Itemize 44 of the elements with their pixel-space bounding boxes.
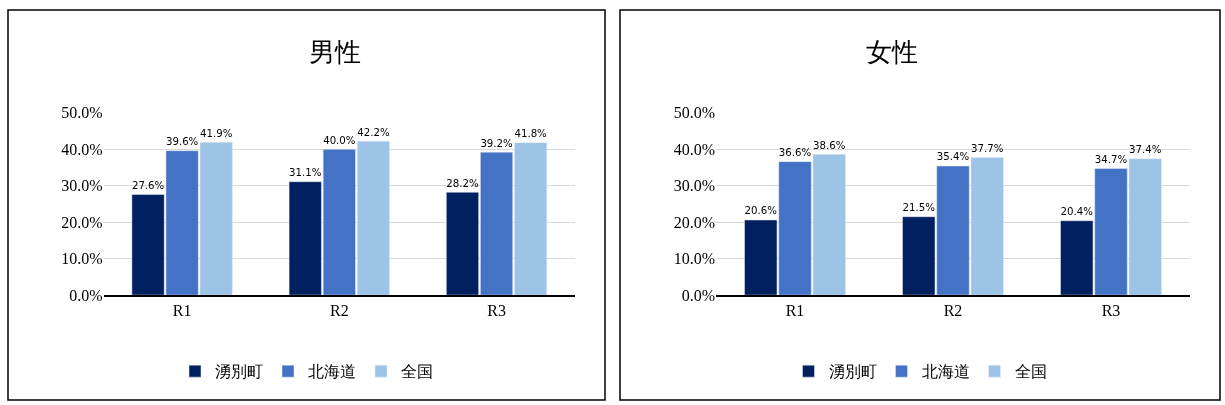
y-tick-label: 50.0% bbox=[673, 104, 715, 122]
legend-label: 湧別町 bbox=[215, 362, 263, 382]
data-label: 28.2% bbox=[446, 177, 479, 189]
legend-label: 全国 bbox=[1014, 362, 1047, 382]
x-tick-label: R2 bbox=[330, 302, 349, 320]
chart-title: 女性 bbox=[866, 37, 918, 67]
data-label: 38.6% bbox=[813, 139, 846, 151]
data-label: 21.5% bbox=[902, 202, 936, 214]
y-tick-label: 50.0% bbox=[61, 104, 103, 122]
y-tick-label: 20.0% bbox=[61, 213, 103, 231]
data-label: 31.1% bbox=[289, 167, 322, 179]
y-tick-label: 40.0% bbox=[673, 140, 715, 158]
legend-label: 全国 bbox=[401, 362, 433, 382]
x-tick-label: R2 bbox=[943, 302, 963, 320]
y-tick-label: 40.0% bbox=[61, 140, 103, 158]
data-label: 20.6% bbox=[744, 205, 778, 217]
legend-label: 北海道 bbox=[921, 362, 970, 382]
y-tick-label: 20.0% bbox=[673, 213, 715, 231]
chart-title: 男性 bbox=[309, 37, 361, 67]
data-label: 27.6% bbox=[131, 179, 165, 191]
x-tick-label: R3 bbox=[487, 302, 506, 320]
y-tick-label: 30.0% bbox=[673, 177, 715, 195]
x-tick-label: R1 bbox=[172, 302, 192, 320]
data-label: 35.4% bbox=[936, 151, 970, 163]
y-tick-label: 30.0% bbox=[61, 177, 103, 195]
data-label: 39.2% bbox=[480, 137, 514, 149]
x-tick-label: R1 bbox=[785, 302, 805, 320]
data-label: 39.6% bbox=[165, 136, 199, 148]
data-label: 20.4% bbox=[1060, 206, 1094, 218]
y-tick-label: 10.0% bbox=[673, 250, 715, 268]
data-label: 37.7% bbox=[971, 143, 1004, 155]
data-label: 42.2% bbox=[357, 126, 390, 138]
legend-label: 北海道 bbox=[308, 362, 356, 382]
data-label: 34.7% bbox=[1094, 154, 1128, 165]
legend-label: 湧別町 bbox=[828, 362, 877, 382]
x-tick-label: R3 bbox=[1101, 302, 1121, 320]
data-label: 41.8% bbox=[514, 128, 548, 140]
data-label: 36.6% bbox=[778, 147, 812, 159]
data-label: 40.0% bbox=[323, 134, 356, 146]
y-tick-label: 10.0% bbox=[61, 250, 103, 268]
y-tick-label: 0.0% bbox=[69, 286, 103, 304]
data-label: 37.4% bbox=[1129, 144, 1162, 156]
data-label: 41.9% bbox=[200, 127, 233, 139]
y-tick-label: 0.0% bbox=[681, 286, 715, 304]
